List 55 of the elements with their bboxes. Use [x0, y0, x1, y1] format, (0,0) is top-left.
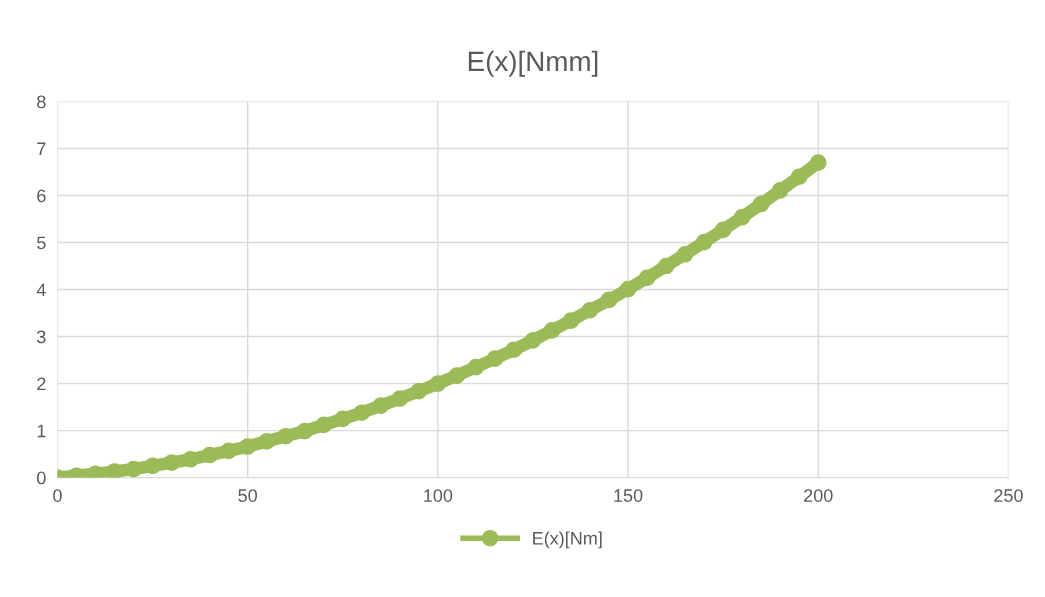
point [125, 460, 142, 478]
point [771, 182, 789, 199]
point [543, 322, 561, 339]
point [315, 416, 333, 434]
y-tick-label: 1 [37, 424, 46, 438]
point [695, 233, 713, 251]
point [429, 375, 447, 392]
point [353, 404, 371, 422]
point [809, 154, 827, 171]
point [562, 312, 580, 329]
y-tick-label: 3 [37, 330, 46, 344]
y-tick-label: 7 [37, 142, 46, 156]
x-tick-label: 100 [424, 489, 453, 502]
point [619, 280, 637, 298]
y-tick-label: 4 [36, 283, 46, 297]
point [296, 422, 314, 440]
point [201, 446, 218, 464]
point [581, 301, 599, 319]
point [714, 221, 732, 239]
point [334, 410, 352, 428]
point [410, 382, 428, 400]
chart-title: E(x)[Nmm] [468, 50, 598, 77]
y-tick-label: 6 [37, 189, 46, 203]
y-tick-label: 2 [37, 377, 46, 391]
point [372, 397, 390, 415]
x-tick-label: 250 [994, 489, 1023, 502]
point [106, 463, 123, 478]
point [239, 438, 256, 455]
point [391, 390, 409, 407]
point [486, 350, 504, 367]
point [752, 195, 770, 213]
x-tick-label: 0 [53, 489, 62, 502]
point [258, 433, 276, 450]
point [790, 168, 808, 186]
legend-label: E(x)[Nm] [533, 531, 602, 549]
y-tick-label: 0 [37, 471, 46, 485]
point [144, 457, 161, 475]
point [600, 291, 618, 309]
y-tick-label: 5 [37, 236, 46, 250]
point [163, 454, 180, 471]
point [448, 367, 466, 384]
point [467, 358, 485, 376]
point [733, 208, 751, 226]
x-tick-label: 50 [238, 489, 257, 502]
point [676, 245, 694, 263]
point [277, 427, 295, 445]
point [657, 257, 675, 275]
point [182, 450, 199, 468]
point [505, 341, 523, 359]
x-tick-label: 200 [804, 489, 833, 502]
x-tick-label: 150 [614, 489, 643, 502]
point [524, 331, 542, 349]
y-tick-label: 8 [37, 95, 46, 109]
point [638, 269, 656, 287]
point [220, 442, 237, 460]
